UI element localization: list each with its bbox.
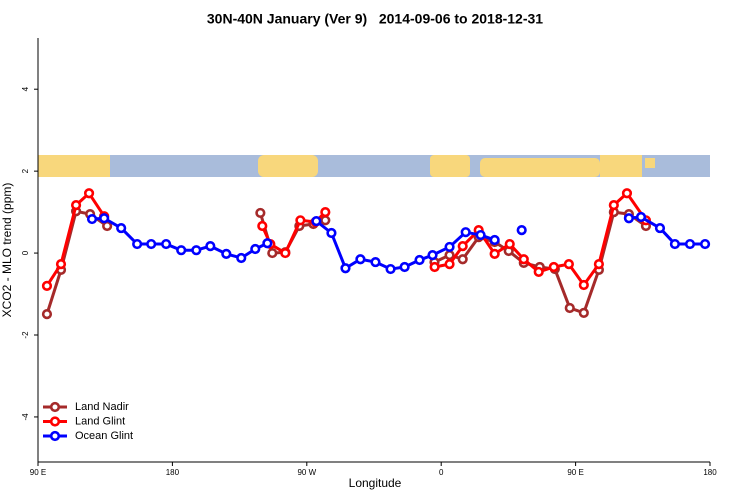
series-point xyxy=(654,222,666,234)
series-point xyxy=(116,222,127,234)
series-point xyxy=(444,250,455,261)
series-point xyxy=(564,302,575,314)
series-point xyxy=(516,225,527,236)
series-point xyxy=(444,259,455,270)
series-point xyxy=(414,254,425,266)
series-point xyxy=(429,261,440,273)
series-point xyxy=(518,254,529,265)
series-point xyxy=(250,243,261,255)
series-point xyxy=(355,254,366,265)
map-strip xyxy=(38,155,710,177)
series-point xyxy=(385,263,396,275)
series-point xyxy=(427,250,438,261)
series-point xyxy=(221,248,232,259)
series-point xyxy=(578,279,589,291)
legend-marker xyxy=(49,416,61,427)
series-point xyxy=(326,227,337,239)
x-tick-label: 0 xyxy=(439,468,444,477)
series-point xyxy=(320,215,331,226)
series-point xyxy=(146,238,157,250)
series-point xyxy=(295,215,306,226)
series-point xyxy=(621,188,633,199)
series-point xyxy=(623,213,635,224)
series-point xyxy=(55,259,67,270)
series-point xyxy=(311,216,322,227)
series-point xyxy=(41,280,53,291)
y-tick-label: -2 xyxy=(21,331,30,339)
series-point xyxy=(70,200,82,211)
x-tick-label: 180 xyxy=(703,468,717,477)
series-point xyxy=(635,211,647,223)
series-point xyxy=(457,241,468,252)
x-tick-label: 90 W xyxy=(297,468,316,477)
y-tick-label: -4 xyxy=(21,413,30,421)
series-point xyxy=(320,207,331,218)
series-point xyxy=(460,227,471,238)
series-point xyxy=(370,256,381,268)
x-tick-label: 90 E xyxy=(30,468,46,477)
x-axis-label: Longitude xyxy=(349,476,402,490)
series-point xyxy=(399,261,410,273)
y-tick-label: 0 xyxy=(21,250,30,255)
legend-marker xyxy=(49,430,61,442)
series-point xyxy=(280,247,291,259)
series-point xyxy=(444,241,455,253)
series-point xyxy=(669,238,681,250)
series-point xyxy=(593,259,604,270)
series-point xyxy=(489,248,500,259)
series-point xyxy=(86,213,98,225)
series-point xyxy=(578,307,589,318)
y-tick-label: 2 xyxy=(21,168,30,173)
series-point xyxy=(262,238,273,249)
series-point xyxy=(99,213,110,224)
series-point xyxy=(236,252,247,264)
series-point xyxy=(191,245,202,256)
series-point xyxy=(161,238,172,250)
series-point xyxy=(684,238,696,250)
series-point xyxy=(132,238,143,250)
x-tick-label: 90 E xyxy=(567,468,583,477)
series-point xyxy=(504,238,515,250)
series-point xyxy=(176,245,187,256)
series-point xyxy=(83,188,95,199)
legend-label: Ocean Glint xyxy=(75,430,133,442)
series-point xyxy=(533,266,544,278)
x-tick-label: 180 xyxy=(166,468,180,477)
series-point xyxy=(489,234,500,246)
series-point xyxy=(340,263,351,274)
series-point xyxy=(255,207,266,219)
y-axis-label: XCO2 - MLO trend (ppm) xyxy=(0,183,14,318)
y-tick-label: 4 xyxy=(21,86,30,91)
legend-label: Land Glint xyxy=(75,415,125,427)
series-point xyxy=(699,238,711,250)
series-point xyxy=(205,241,216,252)
series-point xyxy=(102,220,113,232)
series-point xyxy=(457,254,468,265)
series-point xyxy=(41,309,53,320)
series-point xyxy=(475,229,486,241)
series-point xyxy=(267,247,278,259)
legend-marker xyxy=(49,401,61,413)
series-point xyxy=(563,259,574,270)
legend-label: Land Nadir xyxy=(75,401,129,413)
chart-title: 30N-40N January (Ver 9) 2014-09-06 to 20… xyxy=(207,11,543,27)
series-point xyxy=(608,200,619,211)
series-point xyxy=(257,220,268,232)
series-point xyxy=(548,261,559,273)
